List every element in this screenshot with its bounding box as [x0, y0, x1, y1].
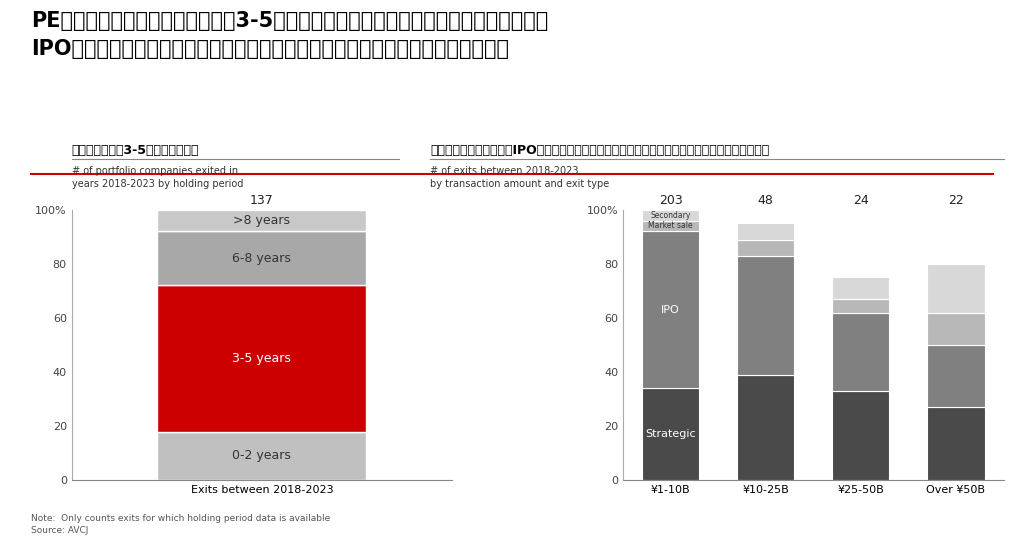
- Text: 137: 137: [250, 194, 273, 207]
- Bar: [928, 345, 984, 407]
- Text: IPO: IPO: [662, 305, 680, 315]
- Bar: [642, 388, 699, 480]
- Text: 48: 48: [758, 194, 774, 207]
- Text: 0-2 years: 0-2 years: [232, 449, 291, 463]
- Text: 3-5 years: 3-5 years: [232, 352, 291, 365]
- Text: Market sale: Market sale: [648, 221, 693, 231]
- Bar: [158, 231, 367, 285]
- Text: 24: 24: [853, 194, 868, 207]
- Text: 主に事業会社への売却かIPOを通じてエグジット、大規模案件はセカンダリー取引の傾向が高まる: 主に事業会社への売却かIPOを通じてエグジット、大規模案件はセカンダリー取引の傾…: [430, 144, 769, 157]
- Text: >8 years: >8 years: [233, 214, 291, 227]
- Bar: [737, 256, 795, 375]
- Bar: [737, 375, 795, 480]
- Text: Note:  Only counts exits for which holding period data is available
Source: AVCJ: Note: Only counts exits for which holdin…: [31, 514, 330, 535]
- Text: 6-8 years: 6-8 years: [232, 252, 291, 265]
- Bar: [833, 312, 890, 391]
- Bar: [642, 210, 699, 221]
- Text: Strategic: Strategic: [645, 429, 696, 439]
- Text: 203: 203: [658, 194, 683, 207]
- Text: Secondary: Secondary: [650, 211, 691, 220]
- Bar: [833, 299, 890, 312]
- Bar: [928, 264, 984, 312]
- Text: # of exits between 2018-2023
by transaction amount and exit type: # of exits between 2018-2023 by transact…: [430, 166, 609, 189]
- Bar: [642, 231, 699, 388]
- Bar: [928, 407, 984, 480]
- Bar: [642, 221, 699, 231]
- Text: # of portfolio companies exited in
years 2018-2023 by holding period: # of portfolio companies exited in years…: [72, 166, 243, 189]
- Bar: [158, 432, 367, 480]
- Text: 22: 22: [948, 194, 964, 207]
- Bar: [158, 285, 367, 432]
- Bar: [833, 391, 890, 480]
- Bar: [928, 312, 984, 345]
- Text: 資産の大部分が3-5年間保有される: 資産の大部分が3-5年間保有される: [72, 144, 200, 157]
- Bar: [833, 277, 890, 299]
- Bar: [737, 240, 795, 256]
- Bar: [737, 223, 795, 240]
- Bar: [158, 210, 367, 231]
- Text: PEファームによる資産保有期間は3-5年間が最も一般的で、その後事業会社への売却や
IPOを通じてイグジットを行う。大規模案件はセカンダリー取引の傾向が高まる。: PEファームによる資産保有期間は3-5年間が最も一般的で、その後事業会社への売却…: [31, 11, 548, 59]
